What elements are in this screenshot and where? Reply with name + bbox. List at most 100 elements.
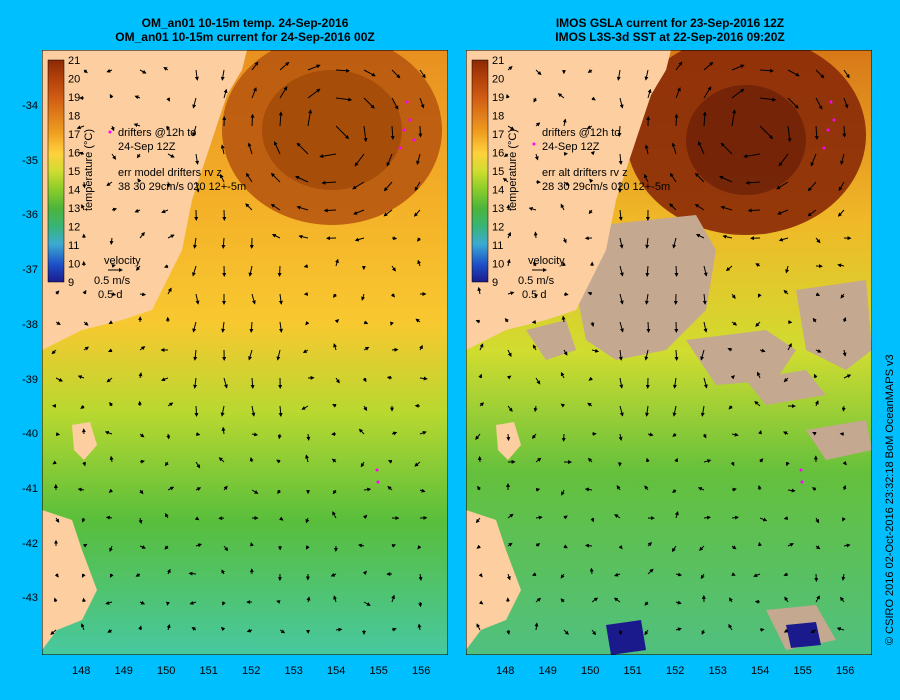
velocity-arrow bbox=[618, 545, 623, 550]
velocity-arrow bbox=[479, 343, 484, 351]
velocity-arrow bbox=[759, 68, 774, 73]
velocity-arrow bbox=[271, 234, 281, 239]
velocity-arrow bbox=[731, 88, 745, 99]
velocity-arrow bbox=[251, 293, 256, 305]
velocity-arrow bbox=[674, 511, 679, 519]
colorbar-tick: 18 bbox=[492, 111, 504, 123]
velocity-arrow bbox=[222, 601, 226, 606]
lat-tick-label: -43 bbox=[22, 592, 38, 605]
velocity-arrow bbox=[675, 600, 682, 605]
velocity-arrow bbox=[138, 625, 143, 631]
colorbar-tick: 11 bbox=[492, 240, 503, 252]
velocity-arrow bbox=[276, 349, 281, 361]
velocity-arrows bbox=[49, 61, 428, 635]
velocity-arrow bbox=[167, 234, 175, 239]
velocity-arrow bbox=[358, 428, 365, 435]
velocity-arrow bbox=[560, 203, 565, 211]
colorbar-tick: 16 bbox=[68, 148, 80, 160]
velocity-arrow bbox=[841, 573, 846, 581]
velocity-arrow bbox=[475, 433, 481, 440]
velocity-arrow bbox=[335, 627, 343, 632]
lon-tick-label: 153 bbox=[708, 665, 727, 677]
velocity-arrow bbox=[587, 68, 593, 73]
velocity-arrow bbox=[417, 545, 422, 550]
velocity-arrow bbox=[644, 69, 649, 81]
velocity-arrow bbox=[701, 629, 706, 635]
velocity-arrow bbox=[703, 61, 714, 71]
velocity-arrow bbox=[697, 487, 705, 491]
lon-tick-label: 150 bbox=[157, 665, 176, 677]
velocity-arrow bbox=[672, 377, 677, 389]
velocity-arrow bbox=[276, 600, 281, 604]
lon-tick-label: 151 bbox=[623, 665, 642, 677]
velocity-arrow bbox=[391, 544, 397, 548]
velocity-arrow bbox=[588, 209, 593, 215]
lon-tick-label: 153 bbox=[284, 665, 303, 677]
lat-tick-label: -41 bbox=[22, 482, 38, 495]
velocity-arrow bbox=[82, 461, 87, 467]
velocity-arrow bbox=[587, 291, 593, 296]
velocity-arrow bbox=[507, 513, 514, 519]
lat-tick-label: -38 bbox=[22, 318, 38, 331]
velocity-arrow bbox=[251, 489, 259, 494]
velocity-arrow bbox=[644, 629, 649, 636]
colorbar-label: temperature (°C) bbox=[507, 129, 519, 211]
velocity-arrow bbox=[363, 97, 375, 109]
velocity-arrow bbox=[507, 125, 515, 131]
velocity-arrow bbox=[390, 321, 394, 326]
velocity-arrow bbox=[731, 545, 737, 550]
velocity-arrow bbox=[195, 181, 200, 193]
velocity-arrow bbox=[619, 405, 624, 417]
velocity-arrow bbox=[754, 400, 761, 407]
velocity-arrow bbox=[307, 109, 313, 127]
velocity-arrow bbox=[669, 172, 677, 183]
velocity-arrow bbox=[220, 144, 225, 155]
velocity-arrow bbox=[54, 573, 59, 578]
velocity-arrow bbox=[295, 175, 309, 183]
right-map: 21 20 19 18 17 16 15 14 13 12 11 10 9 temperature (°… bbox=[466, 50, 872, 655]
velocity-arrow bbox=[560, 371, 565, 379]
velocity-arrow bbox=[535, 122, 541, 127]
velocity-arrow bbox=[139, 433, 145, 438]
colorbar-tick: 17 bbox=[68, 129, 80, 141]
velocity-arrow bbox=[533, 261, 537, 267]
velocity-arrow bbox=[535, 515, 543, 520]
velocity-arrow bbox=[165, 125, 170, 131]
velocity-arrow bbox=[323, 208, 337, 213]
velocity-arrow bbox=[563, 292, 569, 297]
lon-tick-label: 151 bbox=[199, 665, 218, 677]
velocity-arrow bbox=[669, 203, 677, 211]
velocity-arrow bbox=[842, 517, 846, 522]
colorbar-tick: 21 bbox=[492, 55, 504, 67]
velocity-arrow bbox=[478, 573, 483, 578]
velocity-arrow bbox=[506, 573, 511, 581]
velocity-arrow bbox=[80, 404, 85, 410]
velocity-arrow bbox=[245, 203, 253, 211]
velocity-arrow bbox=[531, 433, 537, 439]
velocity-arrow bbox=[618, 629, 623, 636]
velocity-arrow bbox=[251, 432, 259, 437]
velocity-arrow bbox=[221, 626, 226, 632]
colorbar-tick: 10 bbox=[492, 259, 504, 271]
velocity-arrow bbox=[647, 88, 652, 99]
velocity-arrow bbox=[111, 292, 117, 297]
velocity-arrow bbox=[109, 93, 114, 99]
velocity-arrow bbox=[81, 203, 85, 211]
velocity-arrow bbox=[193, 349, 198, 361]
drifters-line1: drifters @12h to bbox=[542, 127, 620, 139]
velocity-arrow bbox=[534, 622, 539, 631]
velocity-arrow bbox=[645, 265, 650, 277]
velocity-arrow bbox=[730, 374, 735, 380]
velocity-arrow bbox=[591, 96, 596, 101]
velocity-arrow bbox=[386, 153, 393, 167]
velocity-arrow bbox=[331, 458, 337, 463]
velocity-arrow bbox=[137, 178, 142, 183]
velocity-arrow bbox=[418, 125, 423, 138]
velocity-arrow bbox=[220, 69, 225, 81]
velocity-arrow bbox=[731, 572, 736, 576]
velocity-arrow bbox=[837, 263, 845, 268]
velocity-arrow bbox=[842, 349, 847, 357]
velocity-arrow bbox=[842, 316, 847, 323]
velocity-arrow bbox=[166, 568, 171, 575]
velocity-arrow bbox=[532, 344, 537, 351]
